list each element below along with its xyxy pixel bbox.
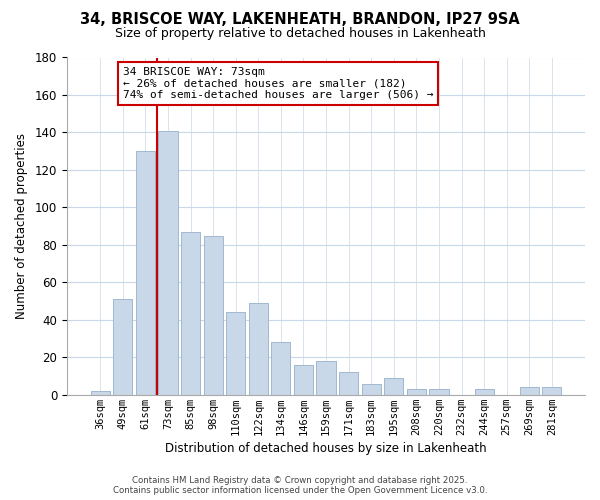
Bar xyxy=(113,299,133,395)
Bar xyxy=(430,389,449,395)
Bar xyxy=(136,151,155,395)
X-axis label: Distribution of detached houses by size in Lakenheath: Distribution of detached houses by size … xyxy=(165,442,487,455)
Bar xyxy=(339,372,358,395)
Bar xyxy=(91,391,110,395)
Bar xyxy=(384,378,403,395)
Bar xyxy=(316,361,335,395)
Bar xyxy=(362,384,381,395)
Bar xyxy=(226,312,245,395)
Bar xyxy=(475,389,494,395)
Bar xyxy=(203,236,223,395)
Bar xyxy=(407,389,426,395)
Bar xyxy=(271,342,290,395)
Text: Size of property relative to detached houses in Lakenheath: Size of property relative to detached ho… xyxy=(115,28,485,40)
Bar xyxy=(520,388,539,395)
Text: 34, BRISCOE WAY, LAKENHEATH, BRANDON, IP27 9SA: 34, BRISCOE WAY, LAKENHEATH, BRANDON, IP… xyxy=(80,12,520,28)
Bar xyxy=(158,130,178,395)
Bar xyxy=(294,365,313,395)
Text: Contains HM Land Registry data © Crown copyright and database right 2025.
Contai: Contains HM Land Registry data © Crown c… xyxy=(113,476,487,495)
Bar xyxy=(248,303,268,395)
Bar xyxy=(542,388,562,395)
Bar xyxy=(181,232,200,395)
Text: 34 BRISCOE WAY: 73sqm
← 26% of detached houses are smaller (182)
74% of semi-det: 34 BRISCOE WAY: 73sqm ← 26% of detached … xyxy=(123,67,433,100)
Y-axis label: Number of detached properties: Number of detached properties xyxy=(15,133,28,319)
